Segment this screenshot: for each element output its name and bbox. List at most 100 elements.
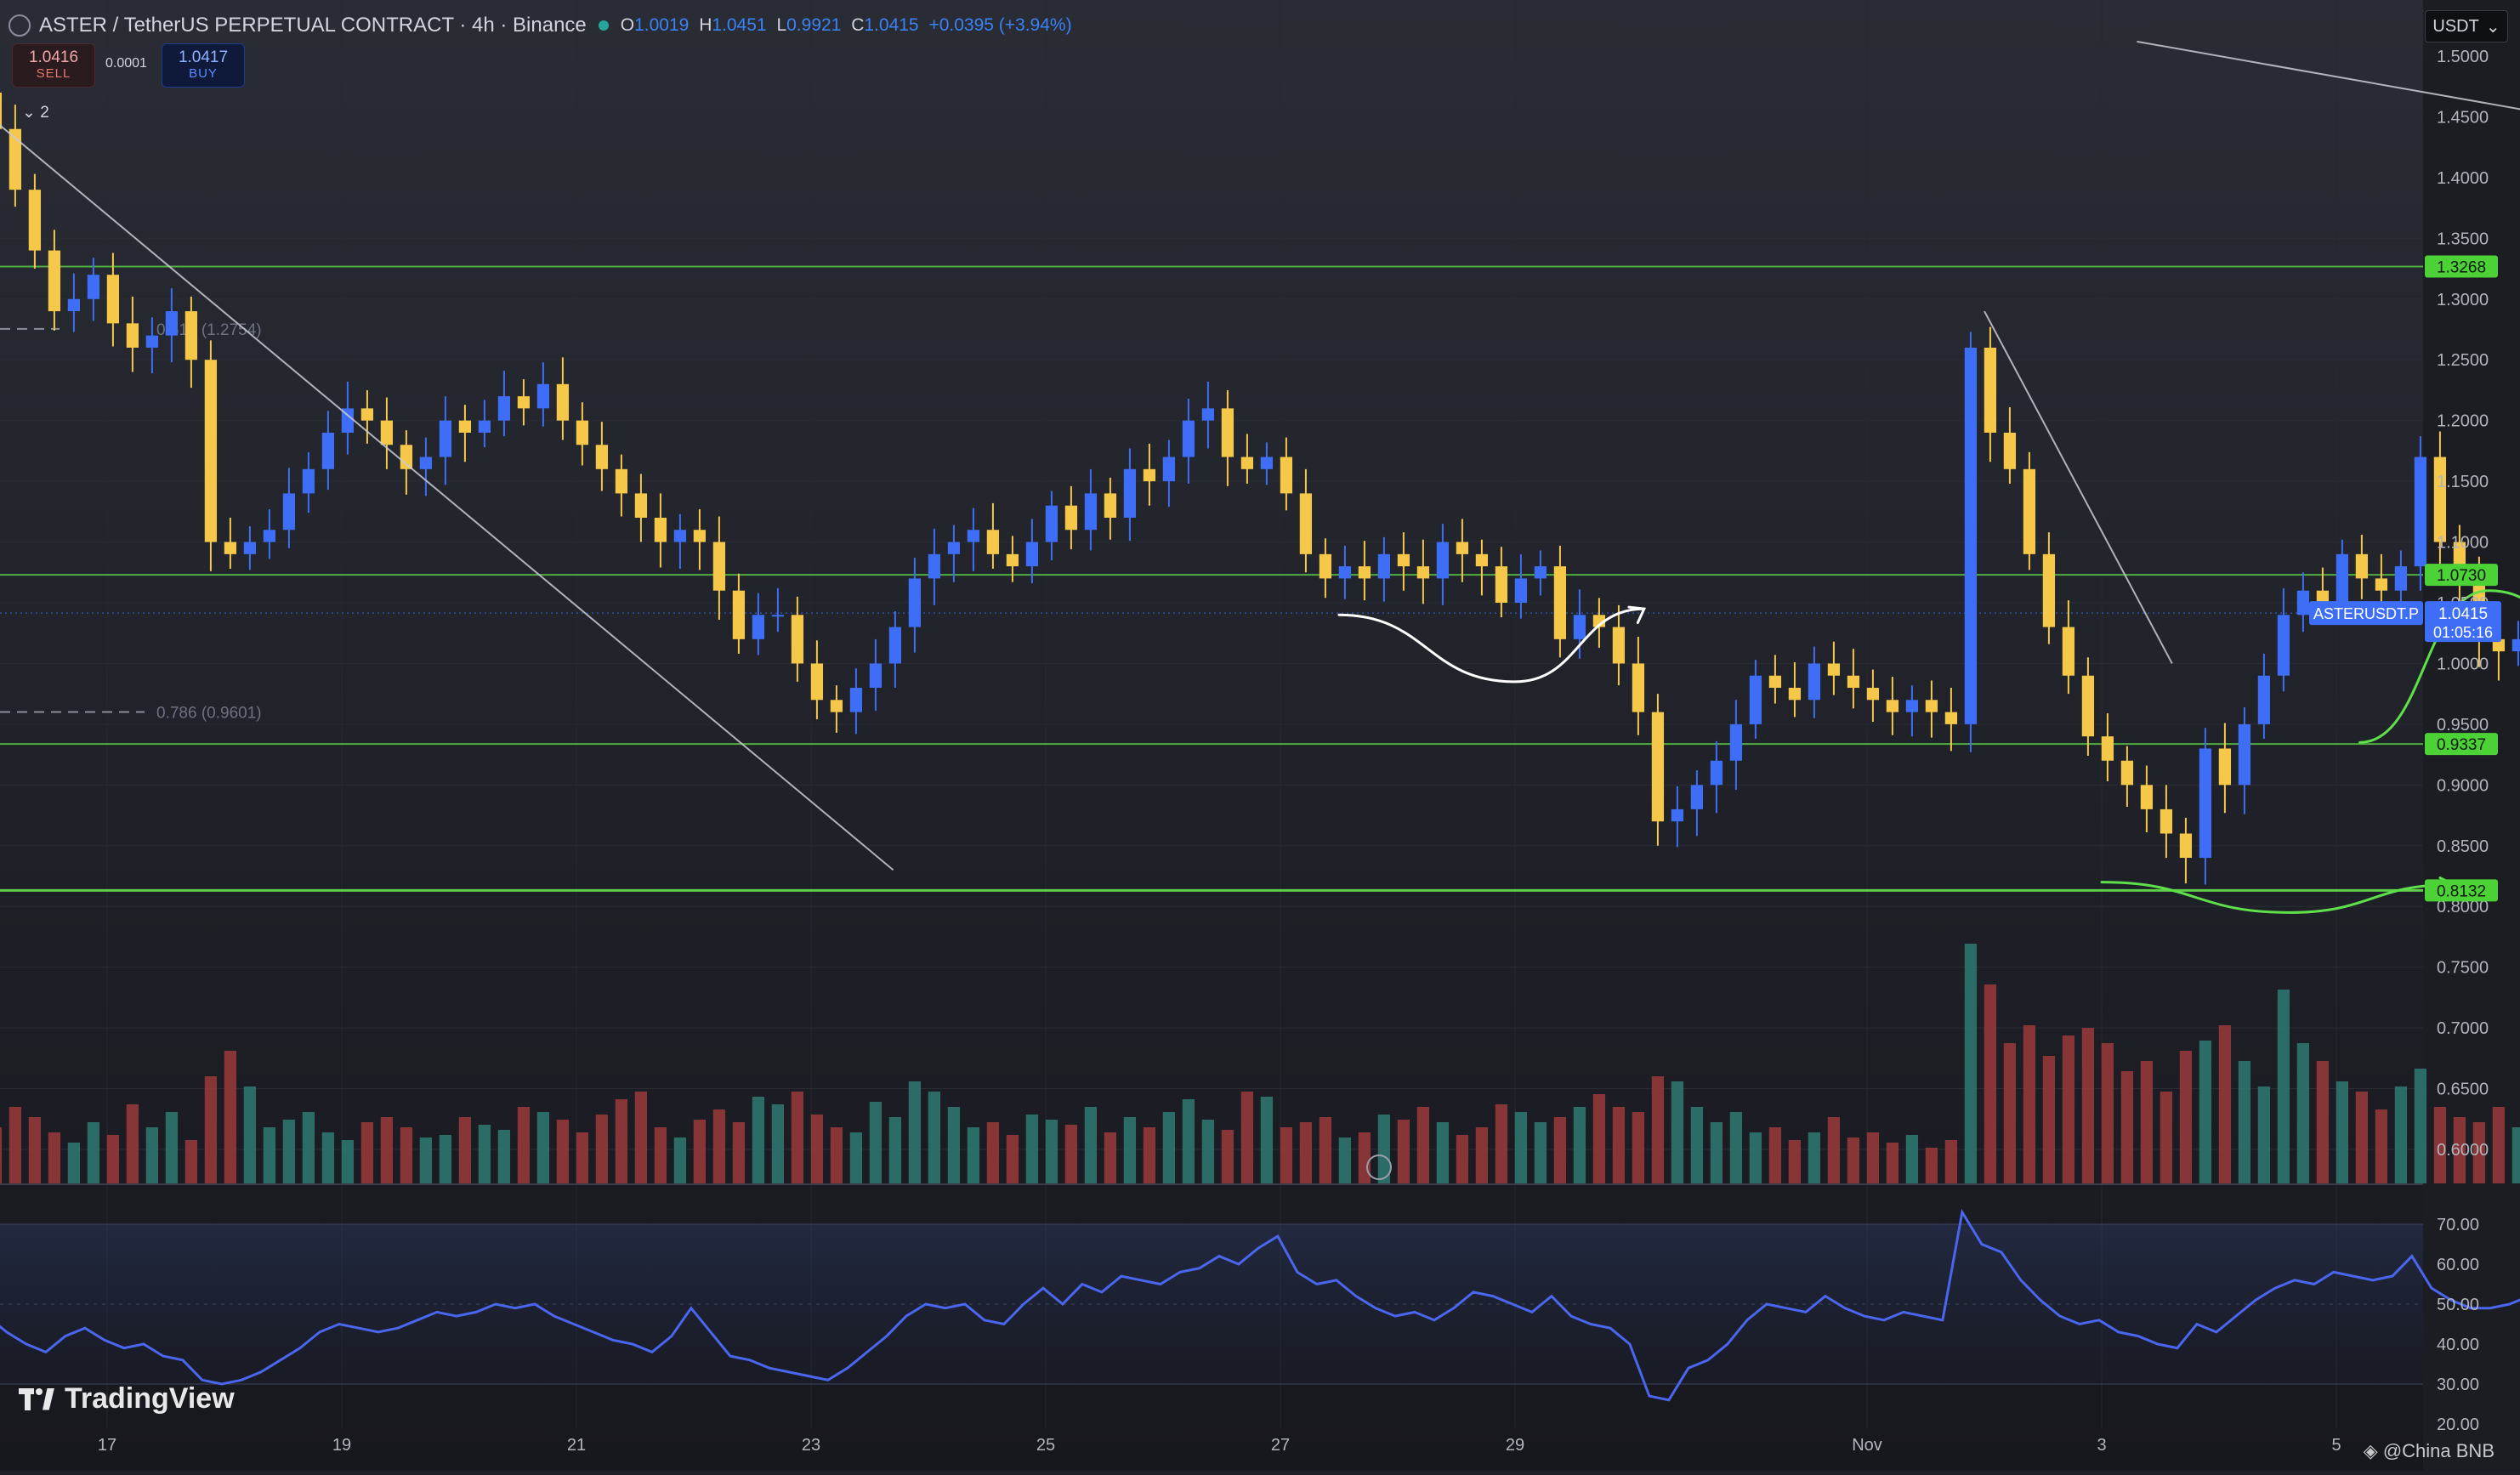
- candle-body[interactable]: [2394, 566, 2408, 591]
- candle-body[interactable]: [28, 190, 42, 251]
- candle-body[interactable]: [2414, 457, 2427, 567]
- candle-body[interactable]: [654, 517, 667, 542]
- candle-body[interactable]: [126, 323, 139, 348]
- candle-body[interactable]: [2003, 432, 2017, 469]
- level-price-badge[interactable]: [2425, 879, 2498, 902]
- candle-body[interactable]: [9, 128, 22, 190]
- candle-body[interactable]: [869, 663, 883, 689]
- candle-body[interactable]: [360, 408, 374, 421]
- candle-body[interactable]: [1475, 553, 1489, 567]
- candle-body[interactable]: [2511, 638, 2520, 652]
- candle-body[interactable]: [1749, 675, 1762, 724]
- candle-body[interactable]: [2316, 590, 2330, 603]
- candle-body[interactable]: [2179, 833, 2193, 859]
- candle-body[interactable]: [458, 420, 472, 433]
- candle-body[interactable]: [1338, 566, 1352, 579]
- candle-body[interactable]: [224, 542, 237, 554]
- candle-body[interactable]: [849, 688, 863, 712]
- candle-body[interactable]: [341, 408, 355, 433]
- candle-body[interactable]: [478, 420, 491, 433]
- candle-body[interactable]: [2433, 457, 2447, 542]
- symbol-title[interactable]: ASTER / TetherUS PERPETUAL CONTRACT · 4h…: [39, 14, 587, 37]
- candle-body[interactable]: [928, 553, 941, 579]
- candle-body[interactable]: [2257, 675, 2271, 724]
- candle-body[interactable]: [1964, 347, 1978, 724]
- candle-body[interactable]: [1514, 578, 1528, 603]
- candle-body[interactable]: [517, 396, 531, 409]
- candle-body[interactable]: [1495, 566, 1508, 603]
- candle-body[interactable]: [243, 542, 257, 554]
- candle-body[interactable]: [165, 311, 179, 336]
- drawn-curve-arrow[interactable]: [2358, 293, 2520, 744]
- tradingview-brand[interactable]: TradingView: [19, 1382, 235, 1415]
- candle-body[interactable]: [2296, 590, 2310, 616]
- last-price-badge[interactable]: [2425, 601, 2501, 643]
- candle-body[interactable]: [712, 542, 726, 591]
- candle-body[interactable]: [1064, 505, 1078, 530]
- candle-body[interactable]: [1886, 700, 1899, 712]
- candle-body[interactable]: [791, 615, 804, 664]
- legend-collapse-toggle[interactable]: ⌄ 2: [22, 104, 49, 122]
- candle-body[interactable]: [1847, 675, 1860, 689]
- trendline[interactable]: [1984, 310, 2173, 664]
- symbol-tag[interactable]: [2309, 601, 2423, 626]
- candle-body[interactable]: [1240, 457, 1254, 469]
- candle-body[interactable]: [908, 578, 922, 627]
- sell-button[interactable]: 1.0416 SELL: [12, 43, 95, 88]
- replay-icon[interactable]: [1366, 1154, 1392, 1180]
- candle-body[interactable]: [1808, 663, 1821, 701]
- candle-body[interactable]: [48, 250, 61, 312]
- candle-body[interactable]: [1710, 760, 1723, 786]
- candle-body[interactable]: [2336, 553, 2349, 603]
- candle-body[interactable]: [2199, 748, 2212, 859]
- candle-body[interactable]: [1436, 542, 1450, 579]
- candle-body[interactable]: [673, 530, 687, 542]
- candle-body[interactable]: [1358, 566, 1371, 579]
- candle-body[interactable]: [2277, 615, 2290, 676]
- candle-body[interactable]: [1925, 700, 1938, 712]
- candle-body[interactable]: [1632, 663, 1645, 712]
- candle-body[interactable]: [752, 615, 765, 639]
- candle-body[interactable]: [2101, 736, 2114, 761]
- candle-body[interactable]: [1905, 700, 1919, 712]
- candle-body[interactable]: [615, 468, 628, 494]
- candle-body[interactable]: [2120, 760, 2134, 786]
- candle-body[interactable]: [1573, 615, 1586, 639]
- candle-body[interactable]: [732, 590, 746, 639]
- candle-body[interactable]: [634, 493, 648, 518]
- candle-body[interactable]: [87, 275, 100, 299]
- candle-body[interactable]: [106, 275, 120, 324]
- candle-body[interactable]: [1280, 457, 1293, 494]
- candle-body[interactable]: [1866, 688, 1880, 701]
- level-price-badge[interactable]: [2425, 564, 2498, 587]
- candle-body[interactable]: [1201, 408, 1215, 421]
- candle-body[interactable]: [1045, 505, 1059, 542]
- level-price-badge[interactable]: [2425, 255, 2498, 278]
- candle-body[interactable]: [380, 420, 394, 445]
- candle-body[interactable]: [1768, 675, 1782, 689]
- candle-body[interactable]: [771, 615, 785, 617]
- trendline[interactable]: [2137, 40, 2520, 321]
- candle-body[interactable]: [1025, 542, 1039, 567]
- symbol-logo-icon[interactable]: [9, 14, 31, 37]
- candle-body[interactable]: [439, 420, 452, 457]
- candle-body[interactable]: [2160, 808, 2173, 834]
- candle-body[interactable]: [1534, 566, 1547, 579]
- candle-body[interactable]: [1319, 553, 1332, 579]
- candle-body[interactable]: [321, 432, 335, 469]
- candle-body[interactable]: [595, 445, 609, 469]
- candle-body[interactable]: [282, 493, 296, 530]
- candle-body[interactable]: [1944, 712, 1958, 724]
- candle-body[interactable]: [1084, 493, 1098, 530]
- candle-body[interactable]: [2062, 627, 2075, 676]
- candle-body[interactable]: [302, 468, 315, 494]
- candle-body[interactable]: [497, 396, 511, 421]
- candle-body[interactable]: [1788, 688, 1802, 701]
- rsi-line[interactable]: [0, 1208, 2520, 1402]
- candle-body[interactable]: [1553, 566, 1567, 639]
- candle-body[interactable]: [1651, 712, 1665, 822]
- candle-body[interactable]: [1827, 663, 1841, 676]
- currency-selector[interactable]: USDT ⌄: [2425, 10, 2508, 43]
